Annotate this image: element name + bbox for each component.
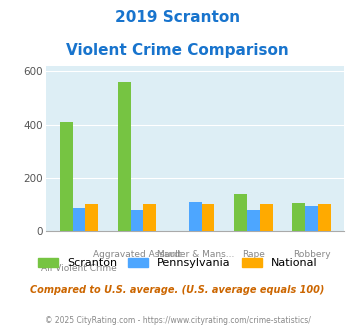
Bar bbox=[60, 122, 72, 231]
Text: Murder & Mans...: Murder & Mans... bbox=[157, 250, 234, 259]
Bar bbox=[202, 204, 214, 231]
Text: © 2025 CityRating.com - https://www.cityrating.com/crime-statistics/: © 2025 CityRating.com - https://www.city… bbox=[45, 316, 310, 325]
Bar bbox=[305, 206, 318, 231]
Bar bbox=[72, 208, 85, 231]
Bar bbox=[131, 210, 143, 231]
Bar bbox=[247, 210, 260, 231]
Text: All Violent Crime: All Violent Crime bbox=[41, 264, 117, 273]
Text: Robbery: Robbery bbox=[293, 250, 331, 259]
Text: Aggravated Assault: Aggravated Assault bbox=[93, 250, 181, 259]
Bar bbox=[85, 204, 98, 231]
Bar bbox=[293, 203, 305, 231]
Bar bbox=[318, 204, 331, 231]
Bar bbox=[143, 204, 156, 231]
Bar bbox=[189, 202, 202, 231]
Legend: Scranton, Pennsylvania, National: Scranton, Pennsylvania, National bbox=[33, 253, 322, 273]
Bar bbox=[234, 194, 247, 231]
Text: Compared to U.S. average. (U.S. average equals 100): Compared to U.S. average. (U.S. average … bbox=[30, 285, 325, 295]
Text: 2019 Scranton: 2019 Scranton bbox=[115, 10, 240, 25]
Bar bbox=[118, 82, 131, 231]
Text: Violent Crime Comparison: Violent Crime Comparison bbox=[66, 43, 289, 58]
Text: Rape: Rape bbox=[242, 250, 265, 259]
Bar bbox=[260, 204, 273, 231]
